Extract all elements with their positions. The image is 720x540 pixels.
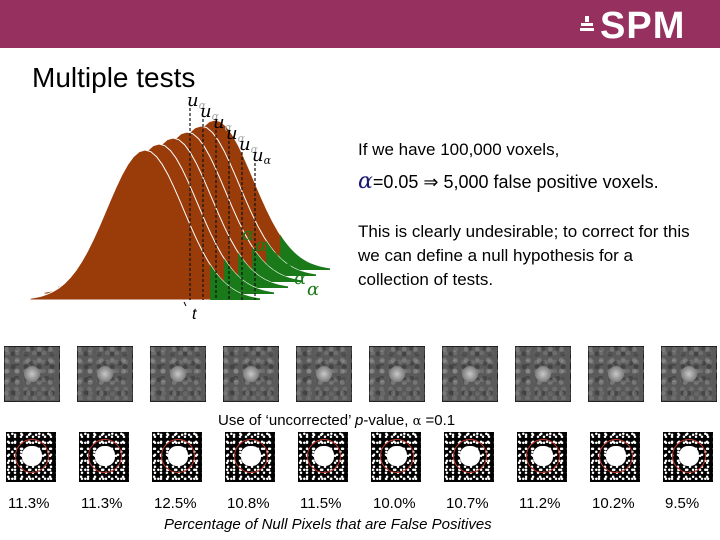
alpha-region-label: α [268, 246, 280, 267]
noise-image [369, 346, 425, 402]
t-axis-label: t [192, 306, 197, 323]
signal-spot [243, 366, 259, 382]
rejection-tail [224, 258, 274, 294]
use-label-prefix: Use of ‘uncorrected’ [218, 412, 356, 429]
use-label-p: p [355, 412, 364, 429]
false-positive-percentage: 11.3% [8, 495, 50, 512]
signal-spot [681, 366, 697, 382]
voxels-statement: If we have 100,000 voxels, [358, 140, 560, 159]
spm-logo-text: SPM [600, 5, 686, 47]
noise-image [442, 346, 498, 402]
rejection-tail [252, 246, 302, 282]
threshold-u-label: uα [252, 145, 272, 167]
thresholded-image [225, 432, 275, 482]
signal-spot [316, 366, 332, 382]
false-positive-percentage: 11.5% [300, 495, 342, 512]
false-positive-text: =0.05 ⇒ 5,000 false positive voxels. [372, 172, 659, 192]
noise-image [661, 346, 717, 402]
signal-spot [462, 366, 478, 382]
t-axis-tick [183, 301, 187, 307]
thresholded-image [371, 432, 421, 482]
signal-spot [389, 366, 405, 382]
thresholded-image [590, 432, 640, 482]
rejection-tail [266, 240, 316, 276]
alpha-symbol: α [358, 169, 373, 194]
signal-outline [307, 439, 341, 473]
noise-image [150, 346, 206, 402]
alpha-region-label: α [281, 257, 293, 278]
thresholded-image [444, 432, 494, 482]
alpha-region-label: α [242, 224, 254, 245]
signal-outline [599, 439, 633, 473]
false-positive-percentage: 10.0% [373, 495, 416, 512]
false-positive-statement: α=0.05 ⇒ 5,000 false positive voxels. [358, 170, 659, 194]
signal-outline [161, 439, 195, 473]
spm-logo-icon [580, 16, 594, 31]
false-positive-percentage: 10.8% [227, 495, 270, 512]
thresholded-image [298, 432, 348, 482]
false-positive-percentage: 9.5% [665, 495, 700, 512]
slide-title: Multiple tests [32, 62, 196, 93]
signal-spot [608, 366, 624, 382]
noise-image [223, 346, 279, 402]
thresholded-image [79, 432, 129, 482]
signal-spot [170, 366, 186, 382]
noise-image [515, 346, 571, 402]
rejection-tail [238, 252, 288, 288]
thresholded-image [517, 432, 567, 482]
false-positive-percentage: 11.3% [81, 495, 123, 512]
thresholded-image [663, 432, 713, 482]
rejection-tail [280, 234, 330, 270]
signal-spot [24, 366, 40, 382]
footer-caption: Percentage of Null Pixels that are False… [164, 516, 492, 533]
signal-outline [453, 439, 487, 473]
alpha-region-label: α [255, 235, 267, 256]
use-label-middle: -value, [363, 412, 413, 429]
signal-outline [526, 439, 560, 473]
use-label-suffix: =0.1 [421, 412, 456, 429]
false-positive-percentage: 12.5% [154, 495, 197, 512]
noise-image [77, 346, 133, 402]
uncorrected-p-label: Use of ‘uncorrected’ p-value, α =0.1 [218, 412, 455, 429]
header-banner: SPM [0, 0, 720, 48]
signal-outline [380, 439, 414, 473]
rejection-tail [210, 264, 260, 300]
noise-image [296, 346, 352, 402]
use-label-alpha: α [412, 414, 422, 429]
alpha-region-label: α [307, 279, 319, 300]
signal-outline [88, 439, 122, 473]
signal-outline [15, 439, 49, 473]
false-positive-percentage: 10.7% [446, 495, 489, 512]
signal-spot [535, 366, 551, 382]
alpha-region-label: α [294, 268, 306, 289]
noise-image [4, 346, 60, 402]
signal-outline [672, 439, 706, 473]
thresholded-image [152, 432, 202, 482]
noise-image [588, 346, 644, 402]
signal-spot [97, 366, 113, 382]
correction-statement: This is clearly undesirable; to correct … [358, 222, 690, 289]
false-positive-percentage: 10.2% [592, 495, 635, 512]
thresholded-image [6, 432, 56, 482]
null-distribution-curve [29, 149, 261, 301]
signal-outline [234, 439, 268, 473]
false-positive-percentage: 11.2% [519, 495, 561, 512]
